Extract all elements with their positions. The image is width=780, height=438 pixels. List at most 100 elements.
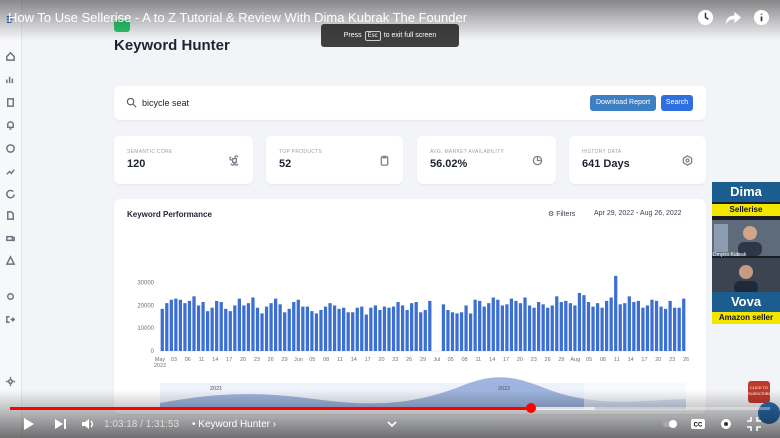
sun-icon[interactable] — [4, 375, 17, 388]
x-tick-label: 20 — [655, 357, 661, 363]
chart-bar — [192, 296, 196, 351]
settings-icon[interactable] — [4, 290, 17, 303]
bell-icon[interactable] — [4, 119, 17, 132]
refresh-icon[interactable] — [4, 187, 17, 200]
trend-icon[interactable] — [4, 165, 17, 178]
truck-icon[interactable] — [4, 232, 17, 245]
chart-bar — [255, 307, 260, 351]
stat-label: HISTORY DATA — [582, 149, 622, 155]
chart-bar — [165, 303, 169, 351]
chart-bar — [319, 310, 323, 351]
x-tick-label: 29 — [558, 357, 564, 363]
toast-suffix: to exit full screen — [383, 32, 437, 39]
navigator-label: 2022 — [498, 386, 510, 392]
stat-label: SEMANTIC CORE — [127, 149, 173, 155]
autoplay-toggle-icon[interactable] — [662, 416, 678, 432]
x-tick-label: 05 — [586, 357, 592, 363]
video-title[interactable]: How To Use Sellerise - A to Z Tutorial &… — [8, 10, 468, 25]
chart-bar — [405, 310, 409, 351]
chart-bar — [178, 299, 183, 351]
chart-bar — [541, 304, 545, 351]
chart-bar — [500, 305, 504, 351]
chart-bar — [233, 305, 237, 351]
chart-bar — [314, 313, 319, 351]
chart-bar — [586, 302, 591, 351]
chart-bar — [246, 303, 251, 351]
progress-handle[interactable] — [526, 403, 537, 413]
time-display: 1:03:18 / 1:31:53 — [104, 419, 180, 430]
x-tick-label: 03 — [171, 357, 177, 363]
chart-bar — [659, 306, 663, 351]
chart-bar — [636, 300, 641, 351]
search-button[interactable]: Search — [661, 95, 693, 111]
chart-bar — [269, 303, 273, 351]
chapter-title[interactable]: • Keyword Hunter › — [192, 419, 277, 430]
chart-bar — [283, 312, 287, 351]
chat-icon[interactable] — [4, 142, 17, 155]
chart-bar — [654, 300, 659, 351]
chart-bar — [478, 300, 482, 351]
chart-bar — [169, 299, 173, 351]
chart-bar — [201, 302, 205, 351]
y-tick-label: 10000 — [137, 326, 154, 332]
chart-bar — [595, 303, 600, 351]
date-range-picker[interactable]: Apr 29, 2022 - Aug 26, 2022 — [594, 210, 682, 217]
keyword-search-input[interactable] — [142, 95, 442, 111]
chart-bar — [369, 307, 373, 351]
play-icon[interactable] — [20, 416, 36, 432]
x-tick-label: 17 — [226, 357, 232, 363]
chart-bar — [450, 312, 455, 351]
logout-icon[interactable] — [4, 313, 17, 326]
filters-button[interactable]: ⚙ Filters — [548, 211, 576, 218]
chart-bar — [205, 311, 210, 351]
stat-value: 56.02% — [430, 158, 468, 170]
chart-bar — [215, 300, 219, 351]
chevron-down-icon[interactable] — [384, 416, 400, 432]
x-tick-label: 23 — [531, 357, 537, 363]
pie-icon — [532, 153, 543, 166]
stat-value: 52 — [279, 158, 292, 170]
x-tick-label: 23 — [254, 357, 260, 363]
x-tick-label: Jun — [294, 357, 303, 363]
x-tick-label: 29 — [420, 357, 426, 363]
chart-bar — [278, 304, 282, 351]
chart-bar — [219, 302, 223, 351]
y-tick-label: 0 — [151, 349, 155, 355]
y-tick-label: 20000 — [137, 303, 154, 309]
chart-bar — [296, 299, 300, 351]
host-caption: Dmytro Kubrak — [713, 252, 747, 258]
chart-bar — [160, 308, 164, 351]
analytics-icon[interactable] — [4, 73, 17, 86]
share-icon[interactable] — [725, 9, 742, 26]
page-title: Keyword Hunter — [114, 37, 230, 54]
chart-bar — [355, 307, 359, 351]
x-tick-label: 05 — [309, 357, 315, 363]
keyword-performance-card: Keyword Performance ⚙ Filters Apr 29, 20… — [114, 199, 706, 414]
chart-bar — [527, 305, 532, 351]
sellerise-logo-icon[interactable] — [4, 13, 17, 26]
chart-bar — [224, 308, 228, 351]
chart-bar — [410, 303, 414, 351]
captions-icon[interactable]: CC — [690, 416, 706, 432]
esc-key: Esc — [364, 30, 381, 41]
watch-later-icon[interactable] — [697, 9, 714, 26]
volume-icon[interactable] — [80, 416, 96, 432]
next-icon[interactable] — [52, 416, 68, 432]
exit-fullscreen-icon[interactable] — [746, 416, 762, 432]
chart-bar — [632, 302, 636, 351]
chart-bar — [391, 306, 396, 351]
progress-bar[interactable] — [10, 407, 770, 410]
clipboard-icon[interactable] — [4, 96, 17, 109]
document-icon[interactable] — [4, 209, 17, 222]
download-report-button[interactable]: Download Report — [590, 95, 656, 111]
chart-bar — [468, 313, 473, 351]
chart-bar — [242, 305, 246, 351]
settings-gear-icon[interactable] — [718, 416, 734, 432]
home-icon[interactable] — [4, 50, 17, 63]
y-tick-label: 30000 — [137, 281, 154, 287]
chart-bar — [473, 299, 477, 351]
info-icon[interactable] — [753, 9, 770, 26]
warning-icon[interactable] — [4, 254, 17, 267]
stat-label: AVG. MARKET AVAILABILITY — [430, 149, 505, 155]
